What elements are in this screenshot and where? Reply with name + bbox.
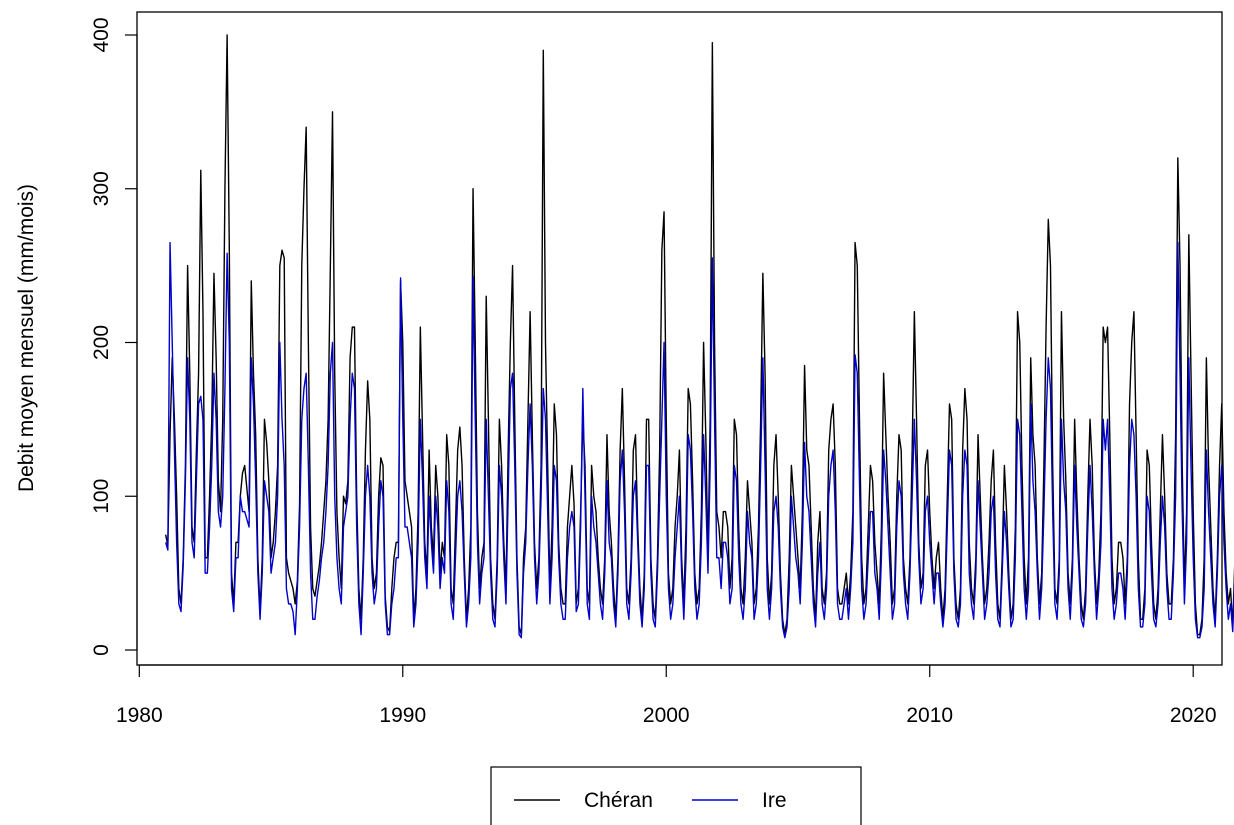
y-axis-title: Debit moyen mensuel (mm/mois) bbox=[15, 184, 38, 492]
y-tick-label: 200 bbox=[90, 325, 113, 360]
series-line-cheran bbox=[164, 34, 1234, 636]
x-ticks: 1980 1990 2000 2010 2020 bbox=[116, 665, 1217, 727]
y-axis: 0 100 200 300 400 bbox=[90, 17, 138, 656]
legend-box bbox=[490, 766, 862, 825]
y-tick-label: 0 bbox=[90, 644, 113, 656]
x-axis: 1980 1990 2000 2010 2020 bbox=[116, 664, 1217, 727]
legend-label-ire: Ire bbox=[762, 789, 787, 812]
series-layer bbox=[164, 34, 1234, 639]
y-tick-label: 400 bbox=[90, 17, 113, 52]
x-tick-label: 2020 bbox=[1170, 704, 1217, 727]
y-ticks: 0 100 200 300 400 bbox=[90, 17, 137, 656]
legend: Chéran Ire bbox=[490, 766, 862, 825]
series-line-ire bbox=[164, 241, 1234, 639]
x-tick-label: 1990 bbox=[379, 704, 426, 727]
y-tick-label: 100 bbox=[90, 479, 113, 514]
x-tick-label: 2010 bbox=[906, 704, 953, 727]
x-tick-label: 2000 bbox=[643, 704, 690, 727]
y-tick-label: 300 bbox=[90, 171, 113, 206]
legend-label-cheran: Chéran bbox=[584, 789, 653, 812]
x-tick-label: 1980 bbox=[116, 704, 163, 727]
